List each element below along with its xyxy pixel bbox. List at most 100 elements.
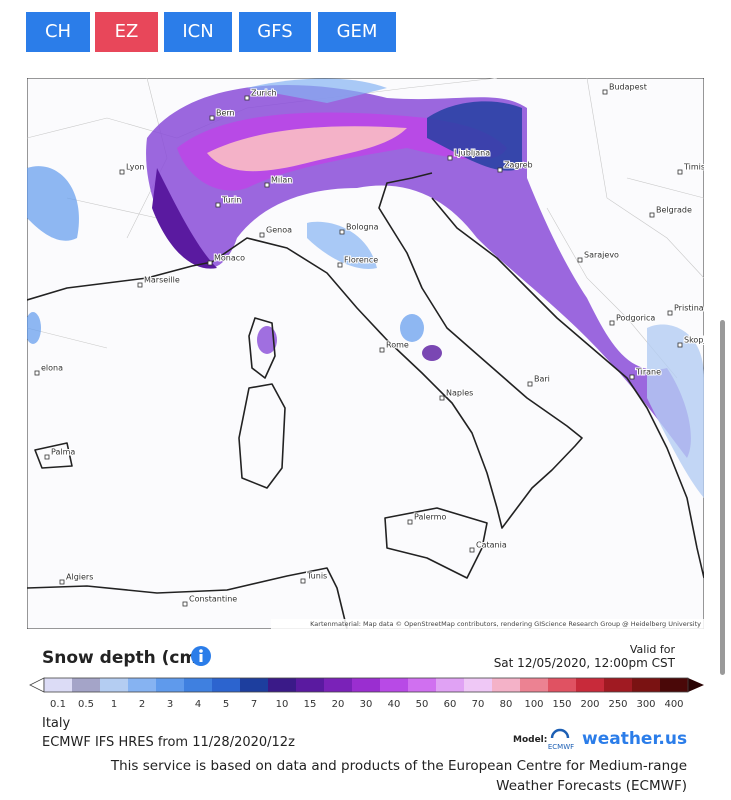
- attribution: Kartenmaterial: Map data © OpenStreetMap…: [310, 620, 701, 628]
- city-marker: [649, 212, 655, 218]
- model-tab[interactable]: GFS: [239, 12, 311, 52]
- attribution-bg: [271, 619, 704, 629]
- colorbar-low-arrow: [29, 677, 45, 693]
- colorbar-label: 40: [388, 699, 401, 710]
- colorbar-label: 300: [636, 699, 655, 710]
- model-tab[interactable]: CH: [26, 12, 90, 52]
- colorbar-segment: [324, 678, 353, 692]
- info-stem: [199, 654, 203, 662]
- city-marker: [44, 454, 50, 460]
- model-run: ECMWF IFS HRES from 11/28/2020/12z: [42, 735, 295, 750]
- map: Zurich Budapest Bern Lyon Ljubljana Zagreb Tim…: [27, 78, 704, 629]
- city-marker: [469, 547, 475, 553]
- city-label: elona: [41, 364, 63, 373]
- city-label: Timisoara: [683, 163, 704, 172]
- scrollbar[interactable]: [720, 320, 725, 675]
- colorbar-label: 3: [167, 699, 173, 710]
- city-marker: [677, 169, 683, 175]
- model-tab[interactable]: GEM: [318, 12, 396, 52]
- city-label: Ljubljana: [454, 149, 490, 158]
- colorbar-label: 4: [195, 699, 201, 710]
- city-label: Palermo: [414, 513, 446, 522]
- city-label: Naples: [446, 389, 473, 398]
- city-marker: [577, 257, 583, 263]
- brand: weather.us: [582, 729, 688, 749]
- city-label: Algiers: [66, 573, 93, 582]
- city-label: Lyon: [126, 163, 144, 172]
- logo-arc: [550, 728, 570, 739]
- colorbar-segment: [72, 678, 101, 692]
- city-label: Belgrade: [656, 206, 692, 215]
- colorbar-label: 1: [111, 699, 117, 710]
- colorbar-label: 100: [524, 699, 543, 710]
- model-label: Model:: [513, 735, 548, 745]
- city-label: Bologna: [346, 223, 379, 232]
- city-marker: [209, 115, 215, 121]
- model-tab[interactable]: ICN: [164, 12, 232, 52]
- city-marker: [264, 182, 270, 188]
- colorbar-segment: [576, 678, 605, 692]
- colorbar-label: 400: [664, 699, 683, 710]
- colorbar-label: 70: [472, 699, 485, 710]
- colorbar-segment: [100, 678, 129, 692]
- city-marker: [379, 347, 385, 353]
- city-marker: [34, 370, 40, 376]
- city-marker: [119, 169, 125, 175]
- colorbar-segment: [464, 678, 493, 692]
- colorbar-segment: [352, 678, 381, 692]
- colorbar-segment: [548, 678, 577, 692]
- info-dot: [199, 649, 203, 653]
- model-tab[interactable]: EZ: [95, 12, 158, 52]
- city-label: Constantine: [189, 595, 237, 604]
- info-icon[interactable]: [190, 645, 212, 667]
- city-marker: [207, 260, 213, 266]
- city-labels: Zurich Budapest Bern Lyon Ljubljana Zagreb Tim…: [34, 82, 704, 607]
- city-marker: [407, 519, 413, 525]
- colorbar-segment: [520, 678, 549, 692]
- city-label: Pristina: [674, 304, 704, 313]
- colorbar-segment: [296, 678, 325, 692]
- city-marker: [602, 89, 608, 95]
- colorbar-label: 0.5: [78, 699, 94, 710]
- city-label: Skopje: [684, 336, 704, 345]
- city-marker: [527, 381, 533, 387]
- coastlines: [27, 172, 704, 629]
- city-label: Catania: [476, 541, 507, 550]
- colorbar-label: 10: [276, 699, 289, 710]
- footer-line-2: Weather Forecasts (ECMWF): [496, 778, 687, 794]
- colorbar-segment: [604, 678, 633, 692]
- footer-line-1: This service is based on data and produc…: [110, 758, 687, 774]
- colorbar-label: 200: [580, 699, 599, 710]
- colorbar-segment: [268, 678, 297, 692]
- city-label: Bari: [534, 375, 550, 384]
- city-marker: [182, 601, 188, 607]
- city-marker: [497, 167, 503, 173]
- valid-time: Sat 12/05/2020, 12:00pm CST: [493, 656, 675, 670]
- city-marker: [629, 374, 635, 380]
- colorbar-segment: [128, 678, 157, 692]
- city-marker: [667, 310, 673, 316]
- colorbar-segment: [492, 678, 521, 692]
- city-marker: [137, 282, 143, 288]
- legend-title: Snow depth (cm): [42, 648, 205, 668]
- city-marker: [337, 262, 343, 268]
- colorbar-label: 0.1: [50, 699, 66, 710]
- city-label: Florence: [344, 256, 378, 265]
- colorbar-label: 5: [223, 699, 229, 710]
- colorbar-label: 250: [608, 699, 627, 710]
- colorbar-label: 30: [360, 699, 373, 710]
- city-marker: [215, 202, 221, 208]
- colorbar-segment: [632, 678, 661, 692]
- colorbar-segment: [44, 678, 73, 692]
- colorbar-label: 2: [139, 699, 145, 710]
- colorbar-segment: [240, 678, 269, 692]
- city-marker: [609, 320, 615, 326]
- city-marker: [244, 95, 250, 101]
- city-label: Turin: [221, 196, 241, 205]
- colorbar-label: 80: [500, 699, 513, 710]
- snow-cover: [27, 78, 704, 498]
- city-label: Sarajevo: [584, 251, 619, 260]
- city-label: Tirane: [635, 368, 661, 377]
- colorbar-label: 150: [552, 699, 571, 710]
